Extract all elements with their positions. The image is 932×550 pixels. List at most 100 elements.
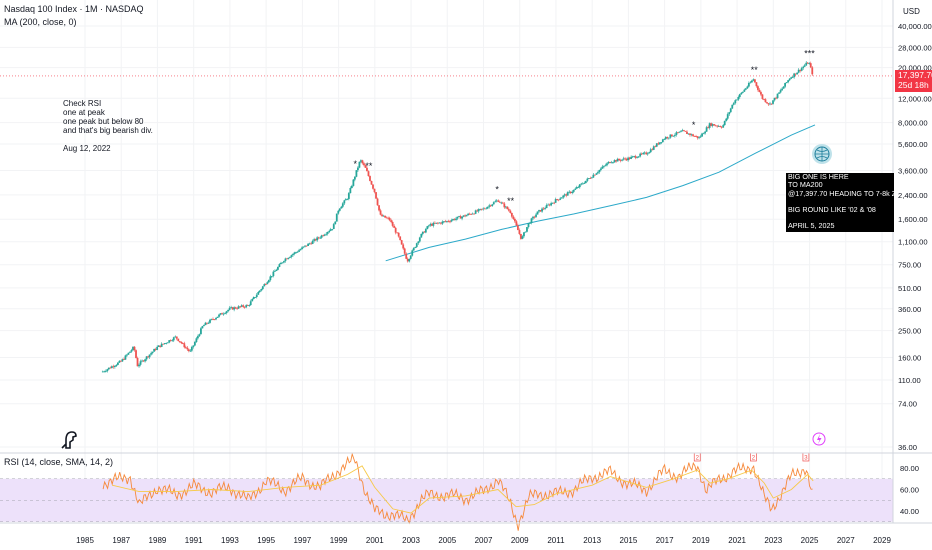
candle-body (563, 194, 566, 196)
candle-body (325, 233, 328, 235)
x-tick-label: 2015 (620, 536, 638, 545)
candle-body (766, 102, 768, 104)
candle-body (645, 152, 648, 155)
candle-body (758, 89, 761, 93)
candle-body (433, 222, 436, 224)
candle-body (112, 366, 115, 368)
candle-body (621, 159, 623, 161)
peak-marker: * (495, 185, 499, 195)
candle-body (637, 156, 640, 158)
candle-body (584, 180, 587, 184)
candle-body (692, 134, 694, 137)
candle-body (507, 209, 510, 211)
candle-body (714, 125, 717, 127)
candle-body (200, 328, 202, 335)
candle-body (286, 258, 288, 260)
rsi-tick-label: 80.00 (900, 464, 919, 473)
rsi-legend[interactable]: RSI (14, close, SMA, 14, 2) (4, 457, 114, 467)
lightning-icon[interactable] (812, 432, 826, 446)
candle-body (477, 209, 480, 212)
candle-body (542, 208, 545, 210)
candle-body (106, 369, 109, 372)
candle-body (299, 249, 302, 251)
globe-badge-icon[interactable] (812, 144, 832, 164)
candle-body (284, 258, 287, 262)
candle-body (652, 146, 655, 150)
candle-body (302, 246, 305, 248)
candle-body (680, 131, 682, 133)
candle-body (526, 227, 528, 232)
candle-body (683, 130, 685, 132)
candle-body (722, 125, 725, 128)
candle-body (681, 130, 684, 132)
x-tick-label: 2011 (547, 536, 565, 545)
candle-body (559, 198, 562, 200)
candle-body (580, 183, 583, 185)
candle-body (237, 306, 240, 309)
ma-legend[interactable]: MA (200, close, 0) (4, 17, 77, 27)
candle-body (612, 162, 614, 163)
dino-logo-icon[interactable] (61, 431, 77, 449)
candle-body (610, 162, 613, 164)
candle-body (186, 347, 189, 350)
candle-body (210, 318, 213, 320)
x-tick-label: 2013 (583, 536, 601, 545)
candle-body (197, 336, 199, 339)
candle-body (732, 103, 735, 105)
candle-body (180, 341, 183, 344)
candle-body (702, 133, 705, 135)
candle-body (144, 359, 146, 362)
x-tick-label: 2025 (801, 536, 819, 545)
candle-body (278, 264, 281, 267)
candle-body (705, 127, 708, 132)
candle-body (281, 262, 284, 264)
candle-body (708, 123, 711, 128)
candle-body (616, 158, 619, 162)
candle-body (636, 157, 639, 159)
candle-body (755, 82, 758, 87)
currency-label[interactable]: USD (903, 7, 920, 16)
candle-body (151, 351, 154, 354)
candle-body (763, 98, 765, 100)
candle-body (323, 234, 326, 236)
candle-body (512, 216, 515, 219)
candle-body (746, 86, 749, 89)
candle-body (562, 195, 565, 198)
candle-body (332, 224, 335, 230)
candle-body (701, 133, 703, 137)
candle-body (808, 63, 811, 64)
candle-body (322, 235, 325, 237)
candle-body (212, 318, 214, 320)
candle-body (304, 245, 306, 247)
candle-body (378, 205, 380, 211)
candle-body (370, 180, 373, 185)
candle-body (224, 313, 226, 314)
candle-body (633, 156, 636, 157)
candle-body (628, 157, 631, 159)
candle-body (231, 307, 234, 310)
candle-body (135, 350, 137, 358)
candle-body (489, 205, 492, 207)
note-line: one peak but below 80 (63, 117, 144, 126)
candle-body (784, 82, 786, 87)
callout-line (788, 214, 894, 222)
rsi-sma-line (112, 465, 814, 514)
candle-body (403, 248, 406, 254)
candle-body (604, 165, 607, 167)
candle-body (740, 92, 743, 95)
candle-body (239, 306, 242, 308)
candle-body (674, 134, 676, 136)
peak-marker: * (692, 120, 696, 130)
candle-body (198, 334, 201, 337)
y-tick-label: 5,600.00 (898, 140, 928, 149)
y-tick-label: 1,600.00 (898, 215, 928, 224)
candle-body (120, 360, 122, 362)
candle-body (142, 360, 145, 362)
candle-body (275, 269, 278, 271)
candle-body (418, 237, 421, 242)
last-price-tag[interactable]: 17,397.70 25d 18h (895, 70, 932, 92)
candle-body (565, 194, 568, 196)
candle-body (729, 108, 732, 113)
callout-box: BIG ONE IS HERE TO MA200 @17,397.70 HEAD… (786, 173, 894, 232)
candle-body (465, 215, 468, 217)
